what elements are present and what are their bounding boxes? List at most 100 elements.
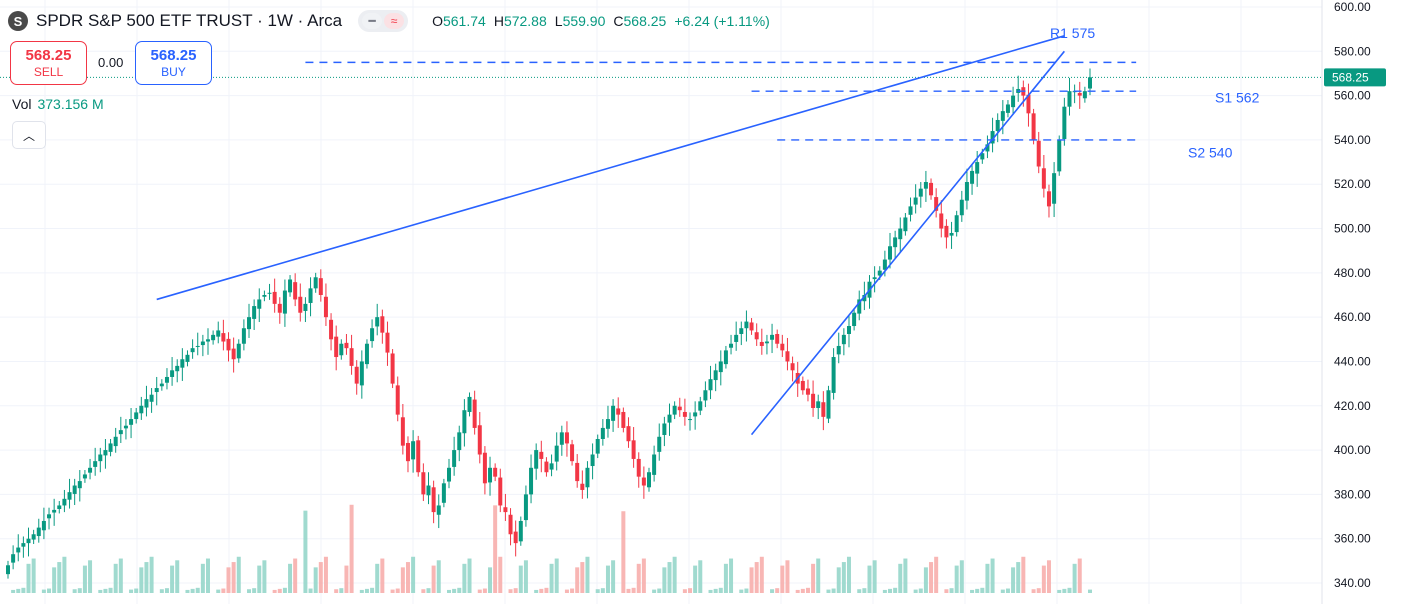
candle-body [959, 199, 964, 216]
candle-body [323, 296, 328, 318]
candle-body [559, 432, 564, 445]
volume-bar [231, 562, 236, 593]
sell-button[interactable]: 568.25 SELL [10, 41, 87, 85]
volume-bar [954, 565, 959, 593]
volume-bar [749, 567, 754, 593]
candle-body [88, 467, 93, 473]
price-tick-label: 560.00 [1334, 89, 1371, 103]
candle-body [231, 348, 236, 360]
candle-body [67, 492, 72, 500]
candle-body [564, 432, 569, 444]
candle-body [775, 333, 780, 344]
candle-body [21, 543, 26, 547]
volume-bar [221, 588, 226, 593]
candle-body [134, 412, 139, 420]
volume-bar [631, 587, 636, 593]
minus-icon[interactable]: ━ [362, 13, 383, 29]
candle-body [26, 538, 31, 544]
volume-bar [693, 565, 698, 593]
candle-body [600, 427, 605, 439]
candle-body [585, 467, 590, 488]
volume-bar [118, 558, 123, 593]
candle-body [411, 441, 416, 460]
candle-body [595, 439, 600, 454]
candle-body [482, 452, 487, 484]
candle-body [303, 303, 308, 311]
candle-body [267, 292, 272, 294]
candle-body [790, 363, 795, 371]
volume-bar [247, 589, 252, 593]
last-price-tag [1324, 68, 1386, 87]
candle-body [1031, 113, 1036, 140]
candle-body [667, 414, 672, 423]
candle-body [236, 343, 241, 359]
volume-bar [657, 588, 662, 593]
candle-body [1052, 173, 1057, 204]
volume-bar [816, 558, 821, 593]
volume-bar [134, 588, 139, 593]
volume-bar [431, 565, 436, 593]
candle-body [1026, 94, 1031, 114]
spread-value: 0.00 [98, 55, 124, 70]
candle-body [190, 348, 195, 353]
volume-bar [88, 560, 93, 593]
candle-body [93, 461, 98, 467]
symbol-logo[interactable]: S [8, 11, 28, 31]
candle-body [252, 306, 257, 319]
volume-bar [862, 588, 867, 593]
volume-bar [129, 589, 134, 593]
buy-button[interactable]: 568.25 BUY [135, 41, 212, 85]
volume-bar [682, 589, 687, 593]
volume-bar [149, 556, 154, 593]
candle-body [975, 162, 980, 174]
candle-body [780, 343, 785, 351]
candle-body [380, 316, 385, 333]
candle-body [1082, 91, 1087, 99]
volume-bar [31, 558, 36, 593]
candle-body [1005, 104, 1010, 113]
volume-bar [308, 588, 313, 593]
candle-body [257, 299, 262, 309]
trendline [750, 50, 1065, 436]
volume-bar [739, 589, 744, 593]
volume-bar [339, 588, 344, 593]
volume-bar [380, 558, 385, 593]
volume-bar [1072, 563, 1077, 593]
indicator-pill[interactable]: ━ ≈ [358, 10, 409, 32]
volume-bar [303, 510, 308, 593]
candle-body [749, 322, 754, 331]
candle-body [570, 444, 575, 462]
candle-body [477, 425, 482, 455]
approx-icon[interactable]: ≈ [384, 13, 405, 29]
price-tick-label: 360.00 [1334, 532, 1371, 546]
volume-bar [457, 587, 462, 593]
candle-body [631, 440, 636, 459]
volume-bar [257, 565, 262, 593]
candle-body [195, 345, 200, 347]
ohlc-readout: O561.74 H572.88 L559.90 C568.25 +6.24 (+… [432, 13, 770, 29]
candle-body [805, 388, 810, 395]
volume-bar [493, 505, 498, 593]
candle-body [677, 406, 682, 411]
candle-body [467, 396, 472, 412]
buy-price: 568.25 [150, 46, 197, 64]
volume-bar [395, 588, 400, 593]
volume-bar [1088, 589, 1092, 593]
volume-bar [334, 589, 339, 593]
candle-body [939, 213, 944, 229]
ohlc-low-label: L [554, 13, 563, 29]
volume-bar [1031, 589, 1036, 593]
symbol-title[interactable]: SPDR S&P 500 ETF TRUST · 1W · Arca [36, 11, 343, 30]
chevron-up-icon[interactable]: ︿ [12, 121, 46, 149]
candle-body [154, 388, 159, 393]
volume-bar [826, 589, 831, 593]
volume-bar [595, 589, 600, 593]
candle-body [421, 472, 426, 495]
price-tick-label: 340.00 [1334, 576, 1371, 590]
volume-bar [718, 587, 723, 593]
candle-body [1036, 140, 1041, 167]
volume-bar [564, 589, 569, 593]
price-tick-label: 600.00 [1334, 0, 1371, 14]
candle-body [785, 351, 790, 362]
